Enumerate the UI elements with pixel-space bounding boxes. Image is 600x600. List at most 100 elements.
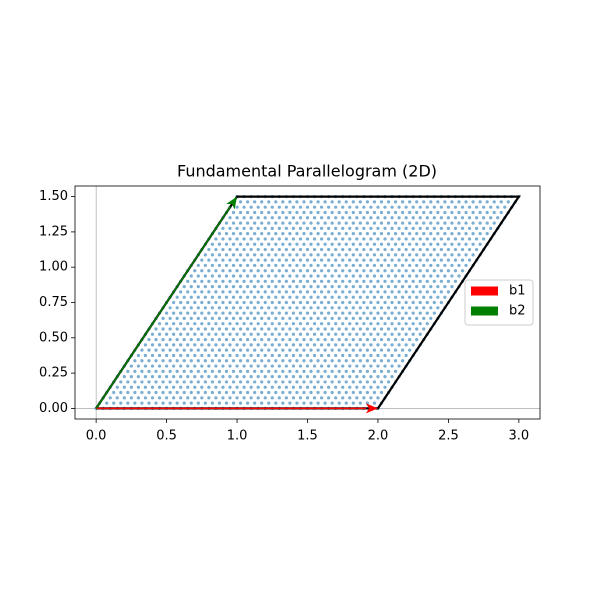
lattice-point [246, 285, 250, 289]
lattice-point [457, 274, 461, 278]
lattice-point [305, 269, 310, 273]
lattice-point [319, 226, 324, 230]
lattice-point [408, 306, 412, 310]
lattice-point [376, 226, 380, 230]
lattice-point [263, 396, 267, 400]
lattice-point [193, 396, 197, 400]
lattice-point [129, 396, 133, 400]
lattice-point [450, 263, 454, 268]
lattice-point [362, 332, 366, 336]
lattice-point [186, 364, 190, 368]
lattice-point [457, 263, 461, 268]
lattice-point [429, 200, 433, 204]
lattice-point [238, 285, 243, 289]
lattice-point [298, 332, 303, 336]
lattice-point [316, 232, 320, 236]
lattice-point [348, 300, 352, 305]
lattice-point [235, 353, 239, 358]
lattice-point [453, 279, 458, 283]
lattice-point [386, 221, 391, 225]
lattice-point [182, 369, 186, 373]
lattice-point [270, 322, 274, 326]
lattice-point [393, 369, 398, 373]
lattice-point [288, 359, 292, 363]
lattice-point [348, 216, 352, 220]
lattice-point [246, 380, 250, 384]
lattice-point [284, 258, 288, 262]
lattice-point [242, 332, 246, 336]
lattice-point [401, 316, 405, 320]
lattice-point [358, 285, 362, 289]
lattice-point [284, 216, 288, 220]
lattice-point [256, 205, 260, 209]
lattice-point [221, 258, 225, 262]
lattice-point [260, 253, 264, 257]
lattice-point [415, 253, 419, 257]
lattice-point [288, 285, 292, 289]
lattice-point [214, 385, 218, 389]
lattice-point [207, 385, 211, 389]
lattice-point [246, 359, 250, 363]
lattice-point [179, 385, 183, 389]
lattice-point [305, 343, 310, 347]
lattice-point [284, 311, 288, 315]
lattice-point [379, 369, 384, 373]
lattice-point [386, 316, 391, 320]
lattice-point [397, 311, 401, 315]
lattice-point [263, 385, 267, 389]
lattice-point [372, 221, 377, 225]
lattice-point [267, 401, 271, 405]
lattice-point [319, 205, 324, 209]
lattice-point [238, 210, 243, 215]
lattice-point [323, 221, 327, 225]
lattice-point [319, 353, 324, 358]
lattice-point [267, 263, 271, 268]
lattice-point [214, 375, 218, 379]
lattice-point [295, 263, 299, 268]
lattice-point [397, 279, 401, 283]
lattice-point [467, 237, 472, 241]
x-tick-label: 3.0 [509, 429, 530, 444]
lattice-point [460, 258, 465, 262]
lattice-point [404, 216, 408, 220]
lattice-point [157, 353, 162, 358]
lattice-point [200, 343, 204, 347]
lattice-point [393, 200, 398, 204]
lattice-point [429, 253, 433, 257]
lattice-point [246, 242, 250, 246]
lattice-point [143, 343, 148, 347]
lattice-point [221, 343, 225, 347]
lattice-point [362, 343, 366, 347]
lattice-point [305, 353, 310, 358]
lattice-point [228, 353, 232, 358]
lattice-point [323, 274, 327, 278]
y-tick-label: 0.25 [39, 366, 68, 381]
lattice-point [344, 359, 348, 363]
lattice-point [288, 390, 292, 395]
lattice-point [376, 237, 380, 241]
lattice-point [369, 385, 373, 389]
lattice-point [330, 242, 334, 246]
lattice-point [351, 390, 355, 395]
lattice-point [369, 300, 373, 305]
lattice-point [376, 216, 380, 220]
lattice-point [312, 279, 317, 283]
lattice-point [214, 247, 218, 252]
lattice-point [404, 311, 408, 315]
lattice-point [302, 401, 306, 405]
lattice-point [365, 327, 369, 331]
lattice-point [453, 216, 458, 220]
lattice-point [351, 295, 355, 299]
lattice-point [263, 332, 267, 336]
lattice-point [386, 359, 391, 363]
lattice-point [467, 216, 472, 220]
lattice-point [291, 375, 296, 379]
lattice-point [316, 200, 320, 204]
lattice-point [327, 343, 331, 347]
lattice-point [235, 364, 239, 368]
lattice-point [415, 221, 419, 225]
lattice-point [344, 390, 348, 395]
lattice-point [182, 359, 186, 363]
lattice-point [238, 380, 243, 384]
lattice-point [277, 258, 281, 262]
